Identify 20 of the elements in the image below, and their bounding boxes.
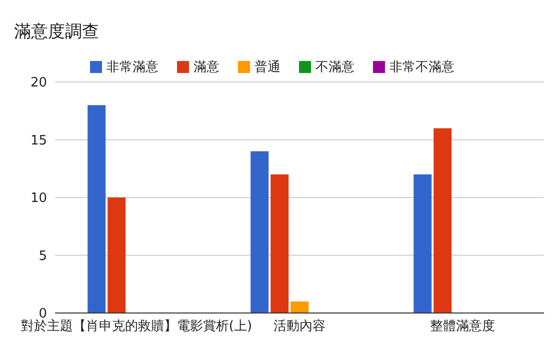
bar [414,174,432,313]
x-tick-label: 對於主題【肖申克的救贖】電影賞析(上) [20,318,252,334]
y-tick-label: 15 [30,133,47,148]
bar [270,174,289,313]
legend-label: 不滿意 [314,59,354,76]
x-tick-label: 活動內容 [274,318,326,334]
y-tick-label: 10 [30,191,47,206]
legend-label: 非常滿意 [106,59,158,76]
chart-title: 滿意度調查 [14,21,99,43]
bar [108,198,126,313]
legend-label: 非常不滿意 [388,59,454,76]
bar [434,128,452,313]
bar [290,301,309,313]
y-tick-label: 20 [30,76,47,91]
bar [88,105,106,313]
bar [250,151,269,313]
y-tick-label: 5 [38,248,47,264]
legend-label: 普通 [254,58,280,76]
x-tick-label: 整體滿意度 [430,318,495,334]
legend-label: 滿意 [192,59,220,76]
